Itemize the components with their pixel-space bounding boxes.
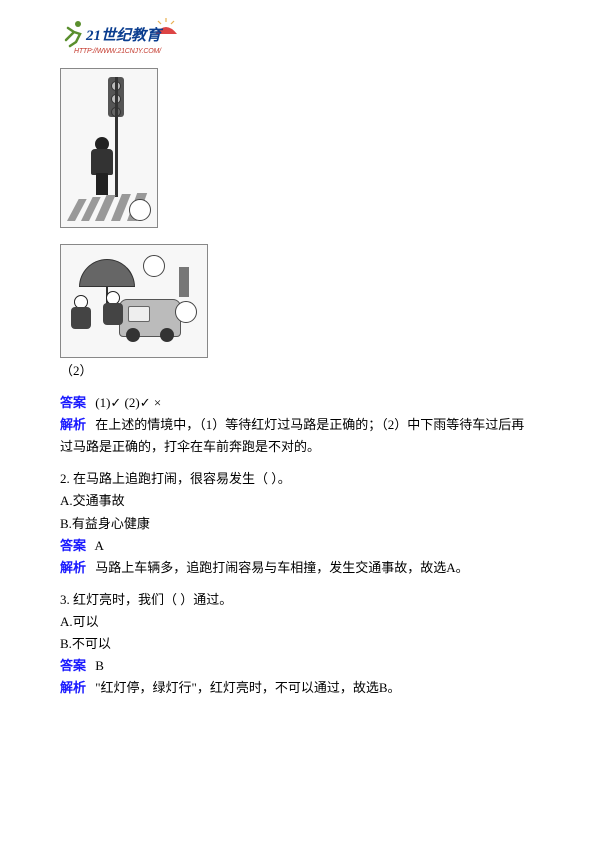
analysis-label: 解析 [60,677,92,699]
q3-option-a: A.可以 [60,611,535,633]
analysis-label: 解析 [60,557,92,579]
q3-option-b: B.不可以 [60,633,535,655]
answer-circle-1 [129,199,151,221]
q2-option-b: B.有益身心健康 [60,513,535,535]
scene-crosswalk-image [60,68,158,228]
scene-umbrella-car-image [60,244,208,358]
q3-stem: 红灯亮时，我们（ ）通过。 [73,592,232,607]
q1-answer-text: (1)✓ (2)✓ × [95,395,161,410]
q2-analysis-text: 马路上车辆多，追跑打闹容易与车相撞，发生交通事故，故选A。 [95,560,468,575]
answer-label: 答案 [60,535,92,557]
answer-circle-2a [143,255,165,277]
image2-caption: （2） [60,360,535,382]
answer-circle-2b [175,301,197,323]
logo-url-text: HTTP://WWW.21CNJY.COM/ [74,46,161,58]
q3-answer-text: B [95,658,104,673]
q1-analysis-text: 在上述的情境中，（1）等待红灯过马路是正确的；（2）中下雨等待车过后再过马路是正… [60,417,524,454]
analysis-label: 解析 [60,414,92,436]
site-logo: 21世纪教育 HTTP://WWW.21CNJY.COM/ [60,18,180,62]
answer-label: 答案 [60,392,92,414]
q2-block: 2. 在马路上追跑打闹，很容易发生（ ）。 A.交通事故 B.有益身心健康 答案… [60,468,535,578]
q3-block: 3. 红灯亮时，我们（ ）通过。 A.可以 B.不可以 答案 B 解析 "红灯停… [60,589,535,699]
q3-analysis-text: "红灯停，绿灯行"，红灯亮时，不可以通过，故选B。 [95,680,400,695]
q2-stem: 在马路上追跑打闹，很容易发生（ ）。 [73,471,291,486]
q2-option-a: A.交通事故 [60,490,535,512]
answer-label: 答案 [60,655,92,677]
q1-block: 答案 (1)✓ (2)✓ × 解析 在上述的情境中，（1）等待红灯过马路是正确的… [60,392,535,458]
q3-number: 3. [60,592,70,607]
q2-answer-text: A [95,538,104,553]
q2-number: 2. [60,471,70,486]
